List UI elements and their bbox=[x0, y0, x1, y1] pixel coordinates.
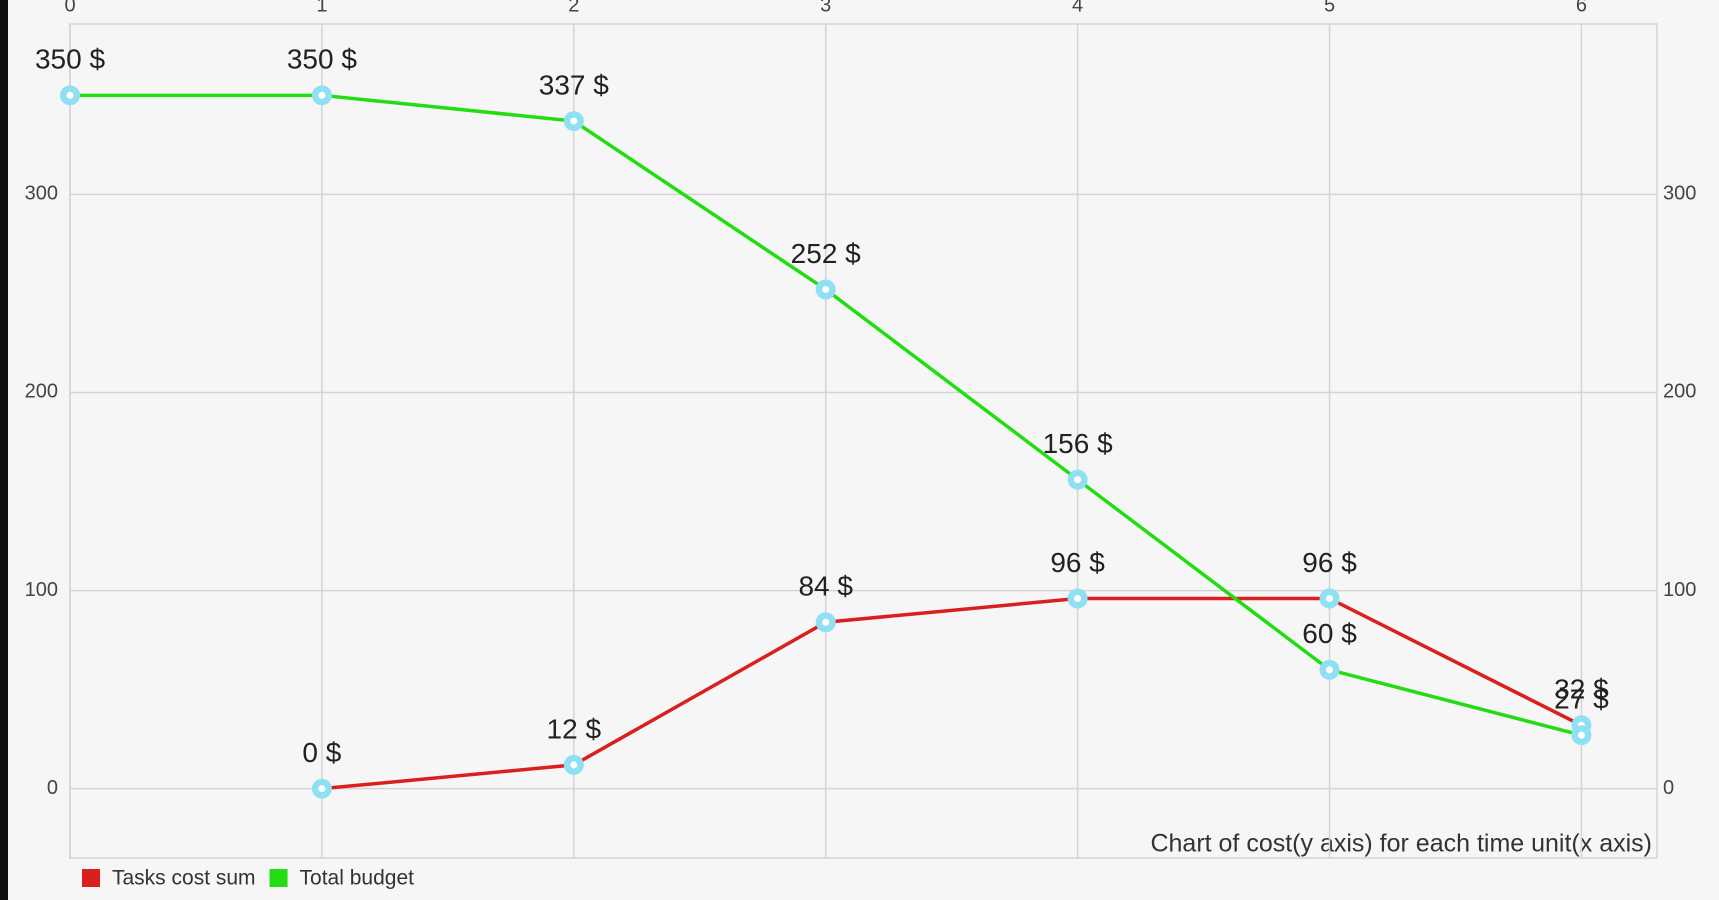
x-tick-label: 4 bbox=[1072, 0, 1083, 16]
data-point-hole bbox=[1326, 594, 1334, 602]
value-label: 337 $ bbox=[539, 69, 609, 100]
value-label: 27 $ bbox=[1554, 684, 1609, 715]
value-label: 252 $ bbox=[791, 238, 861, 269]
data-point-hole bbox=[822, 285, 830, 293]
data-point-hole bbox=[570, 761, 578, 769]
legend-label: Total budget bbox=[300, 867, 415, 890]
x-tick-label: 5 bbox=[1324, 0, 1335, 16]
data-point-hole bbox=[66, 91, 74, 99]
legend-swatch bbox=[82, 869, 100, 887]
y2-tick-label: 300 bbox=[1663, 183, 1696, 205]
y2-tick-label: 100 bbox=[1663, 579, 1696, 601]
value-label: 156 $ bbox=[1043, 428, 1113, 459]
value-label: 32 $ bbox=[1554, 674, 1609, 705]
data-point-hole bbox=[318, 785, 326, 793]
data-point-hole bbox=[570, 117, 578, 125]
data-point-hole bbox=[1074, 594, 1082, 602]
y-tick-label: 200 bbox=[25, 381, 58, 403]
y2-tick-label: 0 bbox=[1663, 777, 1674, 799]
data-point-hole bbox=[318, 91, 326, 99]
y-tick-label: 100 bbox=[25, 579, 58, 601]
data-point-hole bbox=[1074, 476, 1082, 484]
data-point-hole bbox=[1577, 731, 1585, 739]
x-tick-label: 1 bbox=[316, 0, 327, 16]
legend-label: Tasks cost sum bbox=[112, 867, 256, 890]
y-tick-label: 0 bbox=[47, 777, 58, 799]
data-point-hole bbox=[1326, 666, 1334, 674]
value-label: 84 $ bbox=[798, 571, 853, 602]
value-label: 96 $ bbox=[1302, 547, 1357, 578]
y2-tick-label: 200 bbox=[1663, 381, 1696, 403]
value-label: 350 $ bbox=[287, 44, 357, 75]
y-tick-label: 300 bbox=[25, 183, 58, 205]
plot-frame bbox=[69, 23, 1658, 859]
legend-item: Total budget bbox=[269, 867, 415, 890]
x-tick-label: 3 bbox=[820, 0, 831, 16]
x-tick-label: 2 bbox=[568, 0, 579, 16]
value-label: 350 $ bbox=[35, 44, 105, 75]
chart-description: Chart of cost(y axis) for each time unit… bbox=[1150, 830, 1652, 858]
value-label: 60 $ bbox=[1302, 618, 1357, 649]
series-line bbox=[321, 596, 1583, 791]
screen-edge bbox=[0, 0, 8, 900]
x-tick-label: 0 bbox=[64, 0, 75, 16]
x-tick-label: 6 bbox=[1576, 0, 1587, 16]
legend-swatch bbox=[269, 869, 288, 887]
value-label: 0 $ bbox=[302, 737, 341, 768]
data-point-hole bbox=[822, 618, 830, 626]
legend-item: Tasks cost sum bbox=[82, 867, 256, 890]
value-label: 12 $ bbox=[547, 713, 602, 744]
value-label: 96 $ bbox=[1050, 547, 1105, 578]
